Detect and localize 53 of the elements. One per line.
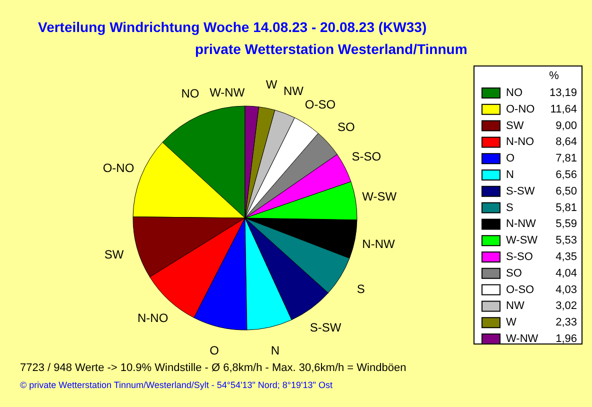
legend-label: NO <box>506 87 523 99</box>
slice-label: S <box>356 282 365 296</box>
legend-label: S-SW <box>506 185 536 198</box>
data-label: 2,33 <box>556 316 577 329</box>
text: 7723 / 948 Werte -> 10.9% Windstille - Ø 6,8km/h - Max. 30,6km/h = Windböen <box>20 362 406 374</box>
data-label: 9,00 <box>556 120 577 132</box>
slice-label: S-SW <box>310 320 342 335</box>
data-label: 6,50 <box>556 185 577 198</box>
slice-label: W-NW <box>210 85 246 100</box>
slice-label: W <box>266 78 278 92</box>
data-label: 4,04 <box>556 267 577 280</box>
data-label: 4,03 <box>556 284 577 296</box>
data-label: 3,02 <box>556 300 577 312</box>
legend-label: W-SW <box>506 234 538 247</box>
legend-label: S-SO <box>506 251 534 263</box>
slice-label: NW <box>283 84 304 98</box>
data-label: 4,35 <box>556 251 577 263</box>
slice-label: SW <box>104 248 124 262</box>
slice-label: O-SO <box>304 98 336 112</box>
legend-label: W <box>506 316 517 329</box>
slice-label: W-SW <box>362 190 398 204</box>
legend-label: S <box>506 202 514 214</box>
data-label: 11,64 <box>550 103 577 116</box>
data-label: 5,81 <box>556 202 577 214</box>
data-label: 5,59 <box>556 218 577 230</box>
slice-label: N-NO <box>138 311 168 326</box>
legend-label: O-NO <box>506 103 536 116</box>
legend-label: NW <box>506 300 525 312</box>
data-label: 8,64 <box>556 136 577 148</box>
slice-label: NO <box>181 86 200 101</box>
data-label: 13,19 <box>549 87 577 99</box>
data-label: 7,81 <box>556 152 577 165</box>
legend-label: W-NW <box>506 333 539 345</box>
slice-label: N-NW <box>362 236 396 251</box>
data-label: 1,96 <box>556 333 577 345</box>
data-label: 5,53 <box>556 234 577 247</box>
legend-label: N-NW <box>506 218 537 230</box>
slice-label: N <box>270 344 280 358</box>
chart-title: Verteilung Windrichtung Woche 14.08.23 - 20.08.23 (KW33) <box>38 19 427 35</box>
legend-label: N <box>506 169 514 181</box>
chart-subtitle: private Wetterstation Westerland/Tinnum <box>195 41 468 57</box>
legend-title: % <box>549 70 560 82</box>
legend-label: O <box>506 152 515 165</box>
legend-label: N-NO <box>506 136 535 148</box>
slice-label: O-NO <box>102 161 134 176</box>
legend-label: SW <box>506 120 524 132</box>
legend-label: O-SO <box>506 284 535 296</box>
slice-label: O <box>210 343 219 358</box>
legend-label: SO <box>506 267 522 280</box>
text: © private Wetterstation Tinnum/Westerland/Sylt - 54°54'13" Nord; 8°19'13" Ost <box>20 380 333 390</box>
data-label: 6,56 <box>556 169 577 181</box>
slice-label: S-SO <box>352 150 382 164</box>
slice-label: SO <box>338 120 355 134</box>
